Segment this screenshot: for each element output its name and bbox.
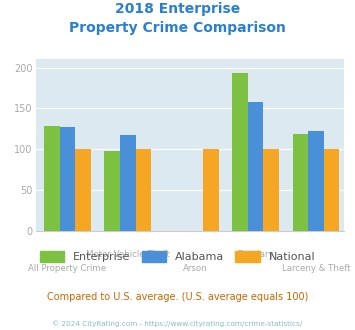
Text: Motor Vehicle Theft: Motor Vehicle Theft [86, 250, 170, 259]
Bar [44, 126, 60, 231]
Bar [120, 135, 136, 231]
Bar [263, 149, 279, 231]
Bar [136, 149, 151, 231]
Text: 2018 Enterprise: 2018 Enterprise [115, 2, 240, 16]
Bar [248, 102, 263, 231]
Bar [293, 134, 308, 231]
Text: © 2024 CityRating.com - https://www.cityrating.com/crime-statistics/: © 2024 CityRating.com - https://www.city… [53, 321, 302, 327]
Bar [203, 149, 219, 231]
Text: All Property Crime: All Property Crime [28, 264, 106, 273]
Legend: Enterprise, Alabama, National: Enterprise, Alabama, National [35, 247, 320, 267]
Text: Property Crime Comparison: Property Crime Comparison [69, 21, 286, 35]
Bar [75, 149, 91, 231]
Bar [232, 73, 248, 231]
Bar [60, 127, 75, 231]
Text: Arson: Arson [183, 264, 208, 273]
Bar [308, 131, 324, 231]
Text: Larceny & Theft: Larceny & Theft [282, 264, 350, 273]
Text: Compared to U.S. average. (U.S. average equals 100): Compared to U.S. average. (U.S. average … [47, 292, 308, 302]
Text: Burglary: Burglary [237, 250, 274, 259]
Bar [324, 149, 339, 231]
Bar [104, 151, 120, 231]
